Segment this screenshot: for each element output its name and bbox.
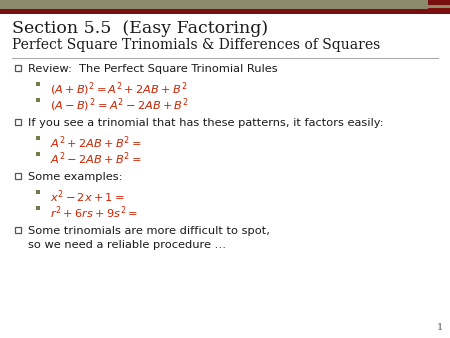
Bar <box>36 82 40 86</box>
Text: $A^2 - 2AB + B^2 =$: $A^2 - 2AB + B^2 =$ <box>50 150 142 167</box>
Text: Perfect Square Trinomials & Differences of Squares: Perfect Square Trinomials & Differences … <box>12 38 380 52</box>
Text: $A^2 + 2AB + B^2 =$: $A^2 + 2AB + B^2 =$ <box>50 134 142 151</box>
Bar <box>0 9 450 14</box>
Bar <box>15 65 21 71</box>
Text: Review:  The Perfect Square Trinomial Rules: Review: The Perfect Square Trinomial Rul… <box>28 64 278 74</box>
Text: Some examples:: Some examples: <box>28 172 122 182</box>
Bar <box>15 119 21 125</box>
Bar <box>36 136 40 140</box>
Text: so we need a reliable procedure …: so we need a reliable procedure … <box>28 240 226 250</box>
Text: Section 5.5  (Easy Factoring): Section 5.5 (Easy Factoring) <box>12 20 268 37</box>
Bar <box>0 0 428 9</box>
Text: 1: 1 <box>437 323 443 332</box>
Bar <box>36 206 40 210</box>
Bar <box>36 152 40 156</box>
Bar <box>36 190 40 194</box>
Bar <box>428 0 450 9</box>
Text: $r^2 + 6rs + 9s^2 =$: $r^2 + 6rs + 9s^2 =$ <box>50 204 138 221</box>
Text: If you see a trinomial that has these patterns, it factors easily:: If you see a trinomial that has these pa… <box>28 118 383 128</box>
Text: $x^2 - 2x + 1 =$: $x^2 - 2x + 1 =$ <box>50 188 125 204</box>
Text: $(A - B)^{\,2} = A^2 - 2AB + B^2$: $(A - B)^{\,2} = A^2 - 2AB + B^2$ <box>50 96 189 114</box>
Bar <box>15 173 21 179</box>
Bar <box>15 227 21 233</box>
Text: $(A + B)^2 = A^2 + 2AB + B^2$: $(A + B)^2 = A^2 + 2AB + B^2$ <box>50 80 187 98</box>
Bar <box>428 5 450 8</box>
Text: Some trinomials are more difficult to spot,: Some trinomials are more difficult to sp… <box>28 226 270 236</box>
Bar <box>36 98 40 102</box>
